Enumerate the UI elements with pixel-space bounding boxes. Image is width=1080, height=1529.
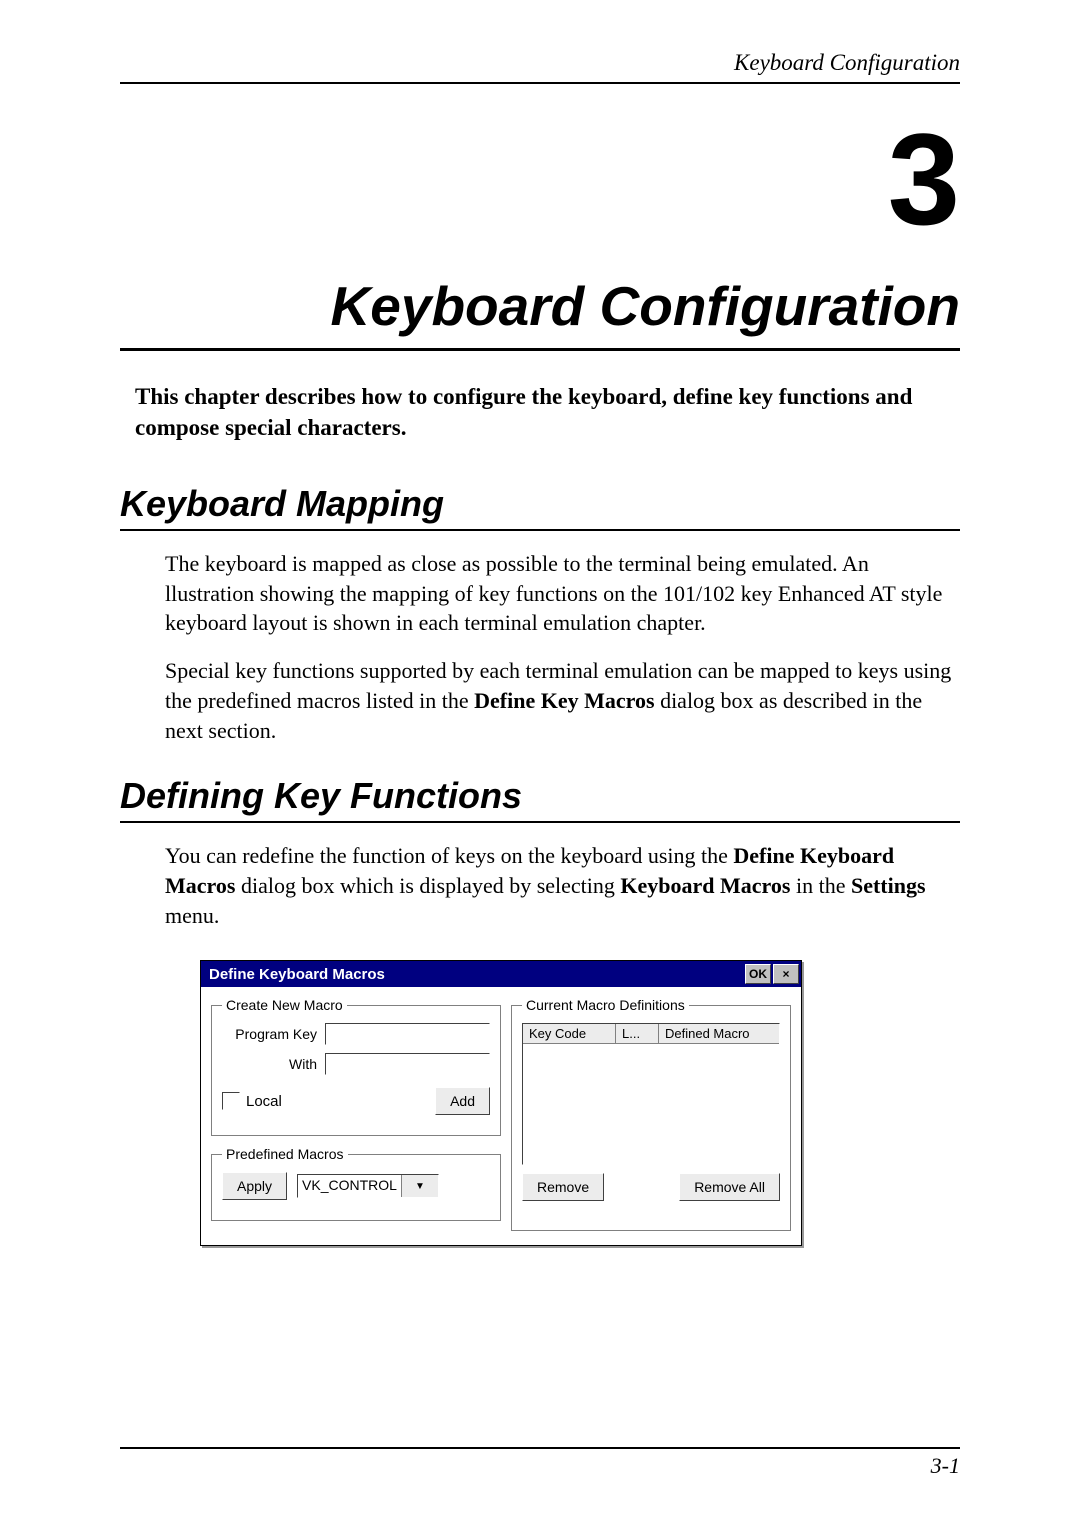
dialog-title: Define Keyboard Macros [209, 966, 385, 983]
section-rule [120, 821, 960, 823]
dialog-titlebar: Define Keyboard Macros OK × [201, 961, 801, 987]
section-heading-mapping: Keyboard Mapping [120, 483, 960, 525]
page-number: 3-1 [120, 1453, 960, 1479]
text: in the [790, 873, 851, 898]
add-button[interactable]: Add [435, 1087, 490, 1115]
page: Keyboard Configuration 3 Keyboard Config… [0, 0, 1080, 1529]
body-paragraph: Special key functions supported by each … [165, 656, 960, 745]
running-head: Keyboard Configuration [120, 50, 960, 76]
body-paragraph: You can redefine the function of keys on… [165, 841, 960, 930]
text: You can redefine the function of keys on… [165, 843, 733, 868]
define-keyboard-macros-dialog: Define Keyboard Macros OK × Create New M… [200, 960, 802, 1246]
chapter-intro: This chapter describes how to configure … [135, 381, 960, 443]
text: dialog box which is displayed by selecti… [235, 873, 620, 898]
remove-all-button[interactable]: Remove All [679, 1173, 780, 1201]
apply-button[interactable]: Apply [222, 1172, 287, 1200]
group-legend: Current Macro Definitions [522, 997, 689, 1013]
chevron-down-icon[interactable]: ▼ [401, 1175, 438, 1197]
col-keycode[interactable]: Key Code [523, 1024, 616, 1043]
header-rule [120, 82, 960, 84]
group-legend: Predefined Macros [222, 1146, 348, 1162]
dropdown-value: VK_CONTROL [298, 1175, 401, 1197]
chapter-number: 3 [120, 114, 960, 244]
section-heading-defining: Defining Key Functions [120, 775, 960, 817]
program-key-label: Program Key [222, 1026, 317, 1042]
macro-listview[interactable]: Key Code L... Defined Macro [522, 1023, 780, 1165]
remove-button[interactable]: Remove [522, 1173, 604, 1201]
current-macro-definitions-group: Current Macro Definitions Key Code L... … [511, 997, 791, 1231]
create-new-macro-group: Create New Macro Program Key With Local [211, 997, 501, 1136]
bold-text: Settings [851, 873, 926, 898]
col-local[interactable]: L... [616, 1024, 659, 1043]
predefined-macro-dropdown[interactable]: VK_CONTROL ▼ [297, 1174, 439, 1198]
with-label: With [222, 1056, 317, 1072]
listview-header: Key Code L... Defined Macro [523, 1024, 779, 1044]
predefined-macros-group: Predefined Macros Apply VK_CONTROL ▼ [211, 1146, 501, 1221]
with-input[interactable] [325, 1053, 490, 1075]
section-rule [120, 529, 960, 531]
dialog-body: Create New Macro Program Key With Local [201, 987, 801, 1245]
group-legend: Create New Macro [222, 997, 347, 1013]
text: menu. [165, 903, 219, 928]
bold-text: Define Key Macros [474, 688, 654, 713]
program-key-input[interactable] [325, 1023, 490, 1045]
close-icon[interactable]: × [773, 964, 799, 984]
col-defined-macro[interactable]: Defined Macro [659, 1024, 779, 1043]
ok-button[interactable]: OK [745, 964, 771, 984]
bold-text: Keyboard Macros [620, 873, 790, 898]
chapter-rule [120, 348, 960, 351]
body-paragraph: The keyboard is mapped as close as possi… [165, 549, 960, 638]
chapter-title: Keyboard Configuration [120, 274, 960, 338]
local-checkbox[interactable] [222, 1092, 240, 1110]
local-label: Local [246, 1093, 282, 1110]
footer-rule [120, 1447, 960, 1449]
page-footer: 3-1 [120, 1439, 960, 1479]
